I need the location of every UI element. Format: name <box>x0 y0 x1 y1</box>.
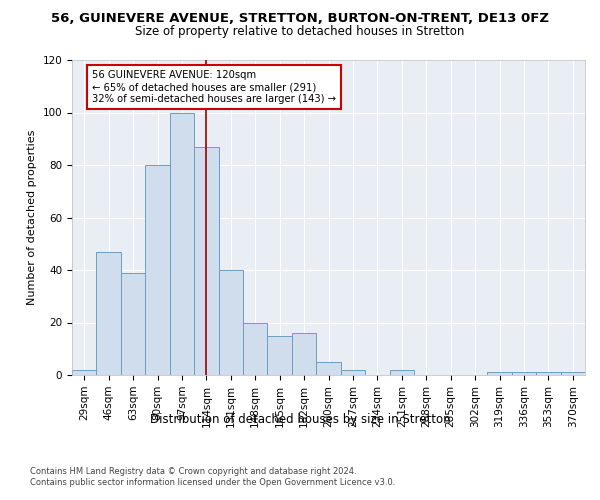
Bar <box>487 372 512 375</box>
Bar <box>292 333 316 375</box>
Text: Contains HM Land Registry data © Crown copyright and database right 2024.
Contai: Contains HM Land Registry data © Crown c… <box>30 468 395 487</box>
Bar <box>268 336 292 375</box>
Bar <box>341 370 365 375</box>
Text: 56, GUINEVERE AVENUE, STRETTON, BURTON-ON-TRENT, DE13 0FZ: 56, GUINEVERE AVENUE, STRETTON, BURTON-O… <box>51 12 549 26</box>
Text: Distribution of detached houses by size in Stretton: Distribution of detached houses by size … <box>149 412 451 426</box>
Bar <box>316 362 341 375</box>
Text: Size of property relative to detached houses in Stretton: Size of property relative to detached ho… <box>136 25 464 38</box>
Bar <box>194 146 218 375</box>
Bar <box>72 370 97 375</box>
Bar <box>97 252 121 375</box>
Bar <box>243 322 268 375</box>
Bar <box>512 372 536 375</box>
Y-axis label: Number of detached properties: Number of detached properties <box>27 130 37 305</box>
Bar <box>536 372 560 375</box>
Bar <box>560 372 585 375</box>
Bar <box>145 165 170 375</box>
Bar <box>121 272 145 375</box>
Bar <box>218 270 243 375</box>
Bar <box>389 370 414 375</box>
Bar <box>170 112 194 375</box>
Text: 56 GUINEVERE AVENUE: 120sqm
← 65% of detached houses are smaller (291)
32% of se: 56 GUINEVERE AVENUE: 120sqm ← 65% of det… <box>92 70 335 104</box>
